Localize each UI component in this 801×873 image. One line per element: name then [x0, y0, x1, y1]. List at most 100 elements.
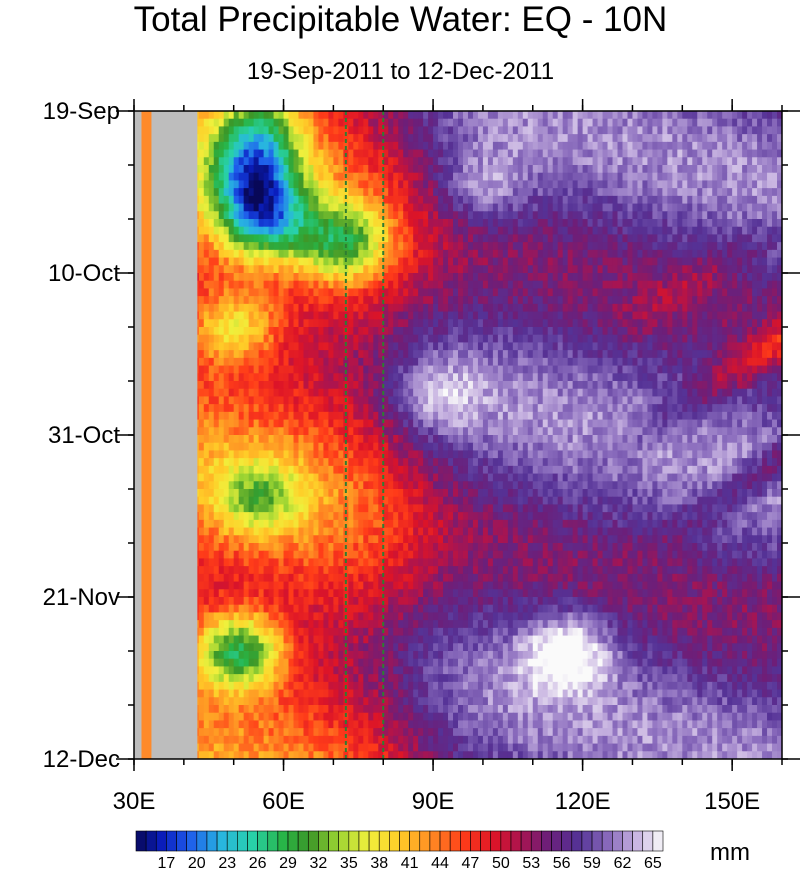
heat-cell [702, 134, 708, 143]
heat-cell [263, 126, 270, 135]
heat-cell [263, 327, 270, 336]
heat-cell [253, 149, 260, 158]
heat-cell [233, 365, 240, 374]
heat-cell [363, 219, 369, 228]
heat-cell [358, 327, 364, 336]
heat-cell [408, 242, 414, 251]
heat-cell [213, 373, 220, 382]
heat-cell [278, 226, 285, 236]
heat-cell [647, 234, 653, 243]
heat-cell [567, 303, 574, 313]
heat-cell [378, 234, 384, 243]
heat-cell [418, 149, 424, 158]
heat-cell [697, 203, 703, 212]
heat-cell [687, 118, 693, 128]
heat-cell [692, 203, 698, 212]
heat-cell [288, 180, 295, 189]
heat-cell [258, 357, 265, 367]
heat-cell [293, 296, 300, 305]
heat-cell [378, 149, 384, 158]
heat-cell [682, 257, 688, 266]
heat-cell [438, 211, 444, 220]
heat-cell [308, 219, 315, 228]
heat-cell [607, 126, 614, 135]
heat-cell [502, 350, 509, 359]
heat-cell [458, 303, 464, 313]
heat-cell [443, 134, 449, 143]
heat-cell [398, 149, 404, 158]
heat-cell [333, 203, 339, 212]
heat-cell [657, 203, 663, 212]
heat-cell [687, 126, 693, 135]
heat-cell [702, 357, 708, 367]
heat-cell [438, 165, 444, 174]
heat-cell [203, 288, 210, 297]
heat-cell [378, 303, 384, 313]
heat-cell [293, 311, 300, 320]
heat-cell [662, 365, 668, 374]
heat-cell [453, 327, 459, 336]
heat-cell [338, 141, 344, 151]
heat-cell [487, 141, 494, 151]
heat-cell [577, 188, 584, 197]
heat-cell [777, 296, 782, 305]
heat-cell [308, 388, 315, 398]
heat-cell [253, 280, 260, 290]
heat-cell [727, 180, 733, 189]
heat-cell [298, 342, 305, 351]
heat-cell [253, 257, 260, 266]
heat-cell [258, 234, 265, 243]
heat-cell [477, 334, 484, 344]
heat-cell [692, 165, 698, 174]
heat-cell [772, 342, 778, 351]
heat-cell [288, 280, 295, 290]
heat-cell [223, 373, 230, 382]
heat-cell [338, 249, 344, 259]
heat-cell [682, 219, 688, 228]
heat-cell [413, 195, 419, 205]
heat-cell [198, 365, 205, 374]
heat-cell [567, 357, 574, 367]
heat-cell [248, 404, 255, 413]
heat-cell [727, 296, 733, 305]
heat-cell [717, 365, 723, 374]
heat-cell [697, 273, 703, 282]
heat-cell [557, 265, 564, 274]
heat-cell [537, 111, 544, 120]
heat-cell [637, 396, 644, 405]
heat-cell [368, 311, 374, 320]
heat-cell [458, 319, 464, 328]
heat-cell [572, 172, 579, 182]
heat-cell [662, 288, 668, 297]
heat-cell [288, 388, 295, 398]
heat-cell [263, 350, 270, 359]
heat-cell [507, 134, 514, 143]
heat-cell [622, 157, 629, 166]
heat-cell [642, 303, 649, 313]
heat-cell [218, 381, 225, 390]
heat-cell [233, 180, 240, 189]
heat-cell [667, 242, 673, 251]
heat-cell [467, 165, 474, 174]
heat-cell [203, 273, 210, 282]
heat-cell [423, 365, 429, 374]
heat-cell [458, 226, 464, 236]
heat-cell [587, 157, 594, 166]
heat-cell [507, 288, 514, 297]
heat-cell [253, 242, 260, 251]
heat-cell [472, 219, 479, 228]
heat-cell [622, 188, 629, 197]
heat-cell [228, 273, 235, 282]
heat-cell [527, 172, 534, 182]
heat-cell [662, 381, 668, 390]
heat-cell [507, 296, 514, 305]
heat-cell [258, 342, 265, 351]
heat-cell [747, 149, 753, 158]
heat-cell [278, 273, 285, 282]
heat-cell [208, 396, 215, 405]
heat-cell [303, 381, 310, 390]
heat-cell [757, 219, 763, 228]
heat-cell [313, 381, 320, 390]
heat-cell [258, 195, 265, 205]
heat-cell [627, 350, 634, 359]
